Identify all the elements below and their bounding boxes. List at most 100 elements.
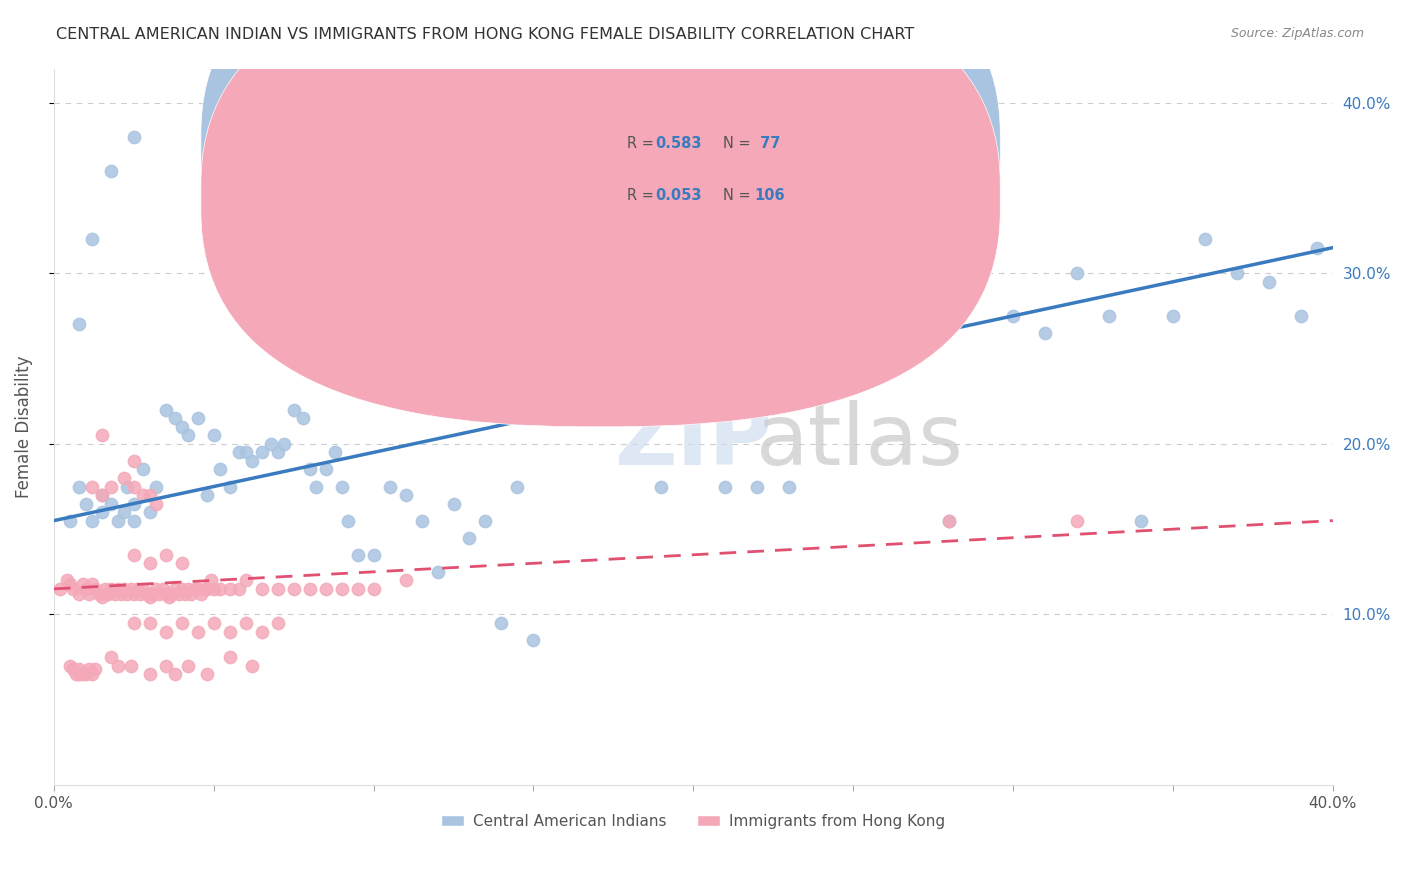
Point — [107, 582, 129, 596]
Point — [90, 505, 112, 519]
Point — [187, 624, 209, 639]
Point — [100, 164, 122, 178]
Text: ZIP: ZIP — [614, 400, 772, 483]
Point — [218, 624, 240, 639]
Point — [82, 667, 104, 681]
Point — [107, 514, 129, 528]
Point — [170, 615, 193, 630]
Point — [778, 479, 800, 493]
Point — [59, 576, 82, 591]
Point — [125, 582, 148, 596]
Point — [82, 576, 104, 591]
Point — [100, 582, 122, 596]
Point — [363, 548, 385, 562]
Point — [155, 587, 177, 601]
Point — [1194, 232, 1216, 246]
Point — [346, 548, 368, 562]
Point — [842, 343, 865, 357]
Point — [82, 514, 104, 528]
Point — [167, 587, 190, 601]
Legend: Central American Indians, Immigrants from Hong Kong: Central American Indians, Immigrants fro… — [434, 807, 952, 835]
Point — [1129, 514, 1152, 528]
Point — [155, 402, 177, 417]
Point — [132, 582, 155, 596]
Point — [157, 591, 180, 605]
Point — [394, 488, 416, 502]
Point — [250, 445, 273, 459]
Point — [165, 411, 187, 425]
Point — [139, 488, 162, 502]
Point — [1306, 241, 1329, 255]
Point — [122, 587, 145, 601]
Point — [202, 615, 225, 630]
Point — [240, 658, 263, 673]
Point — [59, 514, 82, 528]
Point — [209, 582, 232, 596]
Point — [82, 232, 104, 246]
Point — [59, 658, 82, 673]
Point — [474, 514, 496, 528]
Point — [183, 582, 205, 596]
Point — [235, 574, 257, 588]
Point — [67, 662, 90, 676]
Point — [506, 479, 529, 493]
Point — [160, 587, 183, 601]
Point — [55, 574, 77, 588]
Point — [117, 587, 139, 601]
Point — [1033, 326, 1056, 340]
Text: 106: 106 — [755, 188, 786, 202]
Point — [714, 479, 737, 493]
Point — [72, 576, 94, 591]
Point — [122, 548, 145, 562]
Point — [139, 505, 162, 519]
Point — [195, 488, 218, 502]
Point — [1226, 266, 1249, 280]
Point — [266, 615, 288, 630]
Point — [170, 582, 193, 596]
Point — [165, 667, 187, 681]
Point — [1098, 309, 1121, 323]
Point — [94, 582, 117, 596]
Point — [67, 667, 90, 681]
Point — [112, 505, 135, 519]
Point — [72, 667, 94, 681]
Point — [193, 582, 215, 596]
Point — [112, 471, 135, 485]
Point — [458, 531, 481, 545]
Point — [1066, 266, 1088, 280]
Point — [77, 662, 100, 676]
Point — [142, 587, 165, 601]
Point — [337, 514, 360, 528]
Point — [84, 582, 107, 596]
Point — [240, 454, 263, 468]
Point — [330, 479, 353, 493]
Point — [195, 667, 218, 681]
Point — [107, 658, 129, 673]
Point — [117, 479, 139, 493]
Point — [682, 326, 704, 340]
Point — [554, 232, 576, 246]
Point — [120, 582, 142, 596]
Point — [323, 445, 346, 459]
Point — [1289, 309, 1312, 323]
Point — [135, 587, 157, 601]
Point — [132, 462, 155, 476]
Point — [103, 587, 125, 601]
Point — [218, 650, 240, 665]
Point — [122, 514, 145, 528]
Point — [49, 582, 72, 596]
Point — [187, 411, 209, 425]
Text: R =: R = — [627, 136, 658, 152]
Text: N =: N = — [723, 188, 755, 202]
Point — [1161, 309, 1184, 323]
Point — [443, 497, 465, 511]
Point — [129, 587, 152, 601]
Point — [84, 662, 107, 676]
Point — [174, 587, 197, 601]
Point — [177, 582, 200, 596]
Point — [100, 479, 122, 493]
Point — [90, 428, 112, 442]
Point — [180, 587, 202, 601]
Point — [619, 292, 641, 306]
Point — [228, 582, 250, 596]
